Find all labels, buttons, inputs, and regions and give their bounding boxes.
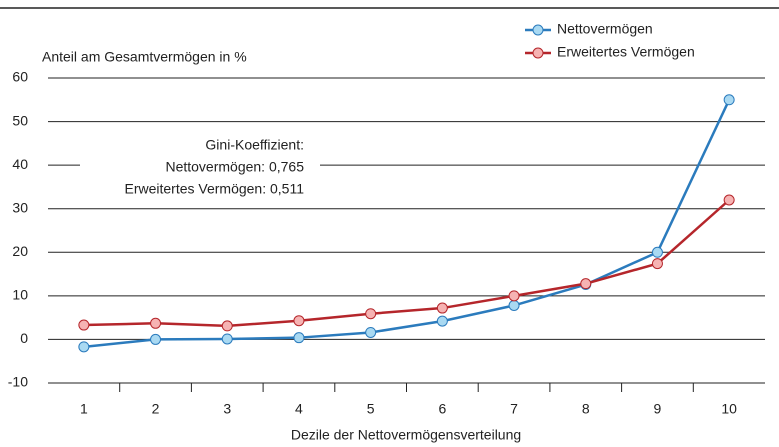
point <box>150 333 162 345</box>
y-tick-label: 10 <box>12 287 28 303</box>
point <box>221 333 233 345</box>
legend-label: Erweitertes Vermögen <box>557 44 695 60</box>
y-tick-label: 50 <box>12 112 28 128</box>
point <box>436 302 448 314</box>
point <box>78 341 90 353</box>
series-line <box>83 199 730 328</box>
point <box>365 308 377 320</box>
point <box>293 315 305 327</box>
y-tick-label: 40 <box>12 156 28 172</box>
point <box>651 246 663 258</box>
y-tick-label: 20 <box>12 243 28 259</box>
point <box>293 332 305 344</box>
x-axis-label: Dezile der Nettovermögensverteilung <box>291 427 521 443</box>
point <box>723 94 735 106</box>
point <box>723 194 735 206</box>
point <box>508 299 520 311</box>
point <box>508 290 520 302</box>
annotation: Erweitertes Vermögen: 0,511 <box>124 181 304 197</box>
x-tick-label: 1 <box>80 401 88 417</box>
y-tick-label: -10 <box>8 374 28 390</box>
point <box>580 278 592 290</box>
annotation: Gini-Koeffizient: <box>205 137 304 153</box>
x-tick-label: 4 <box>295 401 303 417</box>
y-tick-label: 0 <box>20 330 28 346</box>
x-tick-label: 6 <box>438 401 446 417</box>
x-tick-label: 3 <box>223 401 231 417</box>
annotation-bg <box>80 135 320 201</box>
point <box>150 317 162 329</box>
x-tick-label: 9 <box>654 401 662 417</box>
x-tick-label: 5 <box>367 401 375 417</box>
point <box>651 258 663 270</box>
y-tick-label: 30 <box>12 199 28 215</box>
x-tick-label: 7 <box>510 401 518 417</box>
legend-label: Nettovermögen <box>557 21 653 37</box>
point <box>365 326 377 338</box>
annotation: Nettovermögen: 0,765 <box>165 159 304 175</box>
x-tick-label: 8 <box>582 401 590 417</box>
point <box>78 319 90 331</box>
point <box>436 315 448 327</box>
series-line <box>83 99 731 349</box>
point <box>221 320 233 332</box>
legend-marker <box>532 47 544 59</box>
legend-marker <box>532 24 544 36</box>
x-tick-label: 10 <box>721 401 737 417</box>
x-tick-label: 2 <box>152 401 160 417</box>
y-tick-label: 60 <box>12 69 28 85</box>
y-axis-label: Anteil am Gesamtvermögen in % <box>42 49 247 65</box>
